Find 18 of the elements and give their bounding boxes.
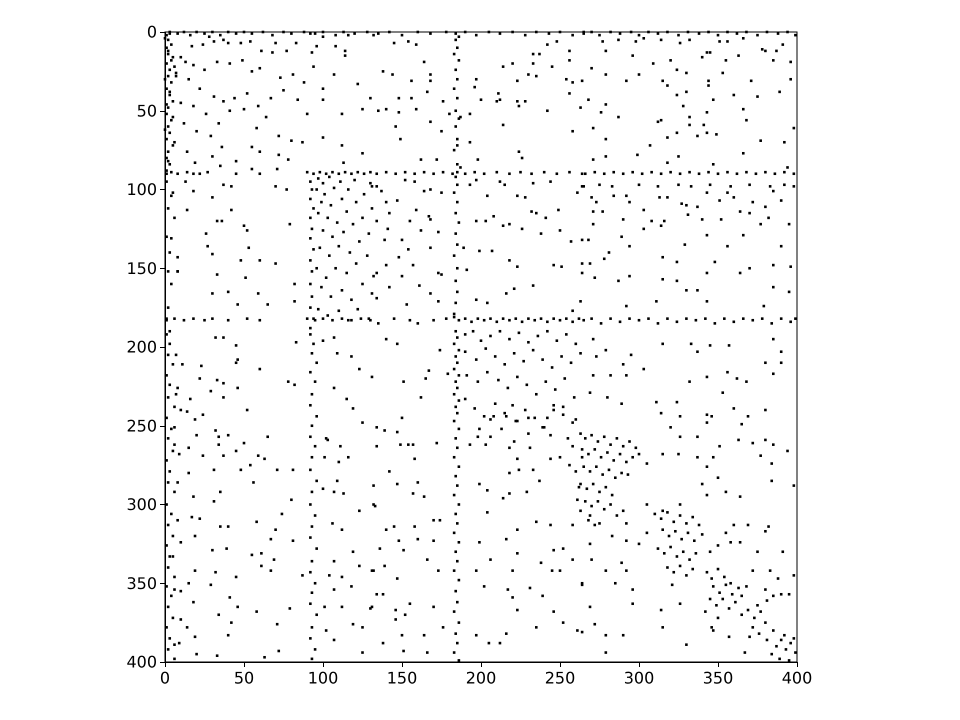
x-tick-label: 300 (624, 668, 654, 688)
x-tick-label: 350 (702, 668, 734, 688)
y-tick-label: 150 (126, 258, 157, 278)
y-tick-label: 200 (126, 338, 157, 356)
x-tick-label: 0 (160, 668, 170, 688)
y-tick-label: 250 (126, 416, 157, 436)
x-tick-label: 100 (308, 668, 338, 688)
y-tick-label: 100 (126, 180, 157, 199)
x-tick-label: 400 (782, 668, 812, 688)
x-tick-label: 200 (466, 668, 496, 688)
x-tick-label: 250 (544, 668, 576, 688)
y-tick-label: 400 (126, 652, 157, 672)
y-tick-label: 300 (126, 495, 157, 514)
x-tick-label: 150 (386, 668, 418, 688)
y-tick-label: 0 (146, 22, 157, 42)
x-tick-label: 50 (234, 668, 254, 688)
y-tick-label: 50 (136, 101, 157, 120)
y-tick-label: 350 (126, 574, 157, 593)
